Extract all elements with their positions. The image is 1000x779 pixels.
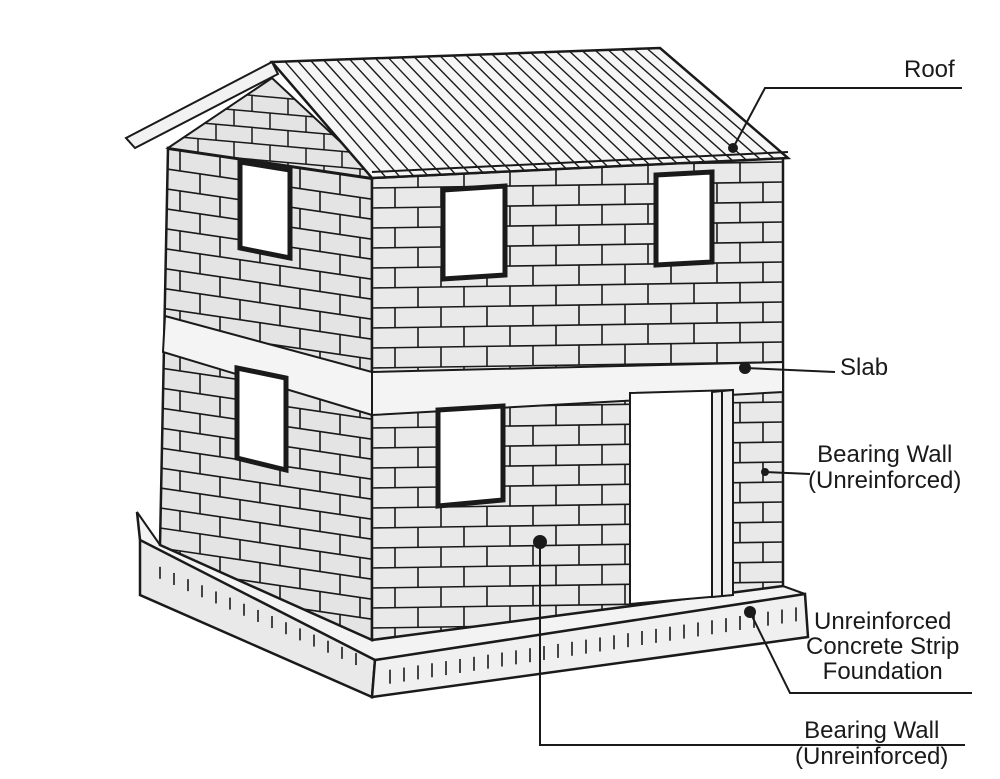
roof-rib: [362, 58, 470, 174]
roof-rib: [284, 61, 387, 178]
slab-band: [161, 314, 784, 417]
brick-course: [372, 321, 783, 329]
foundation-hatching: [159, 566, 797, 684]
roof-rib: [491, 53, 609, 168]
label-bearing-wall-bottom-line2: (Unreinforced): [795, 743, 949, 770]
roof-rib: [517, 52, 636, 166]
roof-rib: [504, 53, 623, 167]
roof-rib: [581, 50, 706, 163]
label-bearing-wall-right: Bearing Wall (Unreinforced): [808, 442, 961, 494]
roof-rib: [297, 60, 401, 178]
windows: [234, 159, 715, 509]
window-left-lower: [234, 364, 289, 474]
roof-eave-left: [124, 60, 280, 150]
brick-course: [160, 148, 372, 180]
roof-rib: [530, 52, 650, 166]
roof-rib: [478, 54, 595, 168]
leader-foundation: [749, 611, 972, 694]
brick-course: [160, 467, 372, 500]
brick-course: [160, 527, 372, 560]
dot-roof: [728, 143, 738, 153]
label-bearing-wall-right-line2: (Unreinforced): [808, 467, 962, 494]
roof-rib: [543, 51, 664, 165]
roof-rib: [349, 58, 456, 175]
brick-course: [372, 281, 783, 289]
brick-course: [160, 547, 372, 580]
roof-rib: [620, 48, 747, 161]
leader-slab: [744, 367, 836, 373]
window-front-upper-left: [440, 183, 508, 282]
label-bearing-wall-bottom-line1: Bearing Wall: [804, 717, 940, 744]
brick-course: [160, 507, 372, 540]
foundation-block: [135, 511, 810, 699]
window-front-upper-right: [653, 169, 715, 268]
label-foundation-line2: Concrete Strip: [806, 633, 960, 660]
leader-roof: [732, 87, 962, 149]
label-roof: Roof: [904, 56, 955, 83]
roof-rib: [646, 47, 775, 160]
roof-rib: [426, 55, 539, 171]
brick-course: [160, 307, 372, 340]
roof-rib: [336, 59, 442, 176]
leader-bearing-wall-bottom: [539, 542, 965, 746]
dot-bearing-wall-bottom: [533, 535, 547, 549]
roof-rib: [400, 56, 512, 172]
leader-lines: [539, 87, 972, 746]
label-slab: Slab: [840, 354, 889, 381]
label-bearing-wall-bottom: Bearing Wall (Unreinforced): [795, 718, 948, 770]
roof-rib: [439, 55, 553, 170]
roof-rib: [310, 60, 415, 177]
dot-foundation: [744, 606, 756, 618]
label-foundation-line3: Foundation: [822, 658, 943, 685]
roof-rib: [374, 57, 484, 174]
roof-rib: [452, 54, 567, 170]
roof-rib: [568, 50, 692, 164]
roof-rib: [556, 51, 678, 164]
window-front-lower: [435, 403, 506, 509]
roof-rib: [607, 49, 733, 162]
brick-course: [160, 267, 372, 300]
leader-dots: [533, 143, 769, 618]
brick-course: [160, 487, 372, 520]
dot-slab: [739, 362, 751, 374]
label-foundation: Unreinforced Concrete Strip Foundation: [806, 609, 959, 684]
door: [629, 388, 734, 606]
roof-rib: [413, 56, 526, 172]
brick-course: [160, 287, 372, 320]
roof-rib: [465, 54, 581, 169]
roof-rib: [633, 48, 761, 160]
window-left-upper: [237, 159, 293, 262]
roof-rib: [594, 49, 720, 162]
roof-rib: [323, 59, 428, 176]
roof: [124, 46, 792, 180]
brick-course: [160, 247, 372, 280]
brick-course: [168, 135, 372, 155]
leader-bearing-wall-right: [764, 471, 811, 475]
dot-bearing-wall-right: [761, 468, 769, 476]
foundation-front-face: [370, 592, 810, 699]
label-bearing-wall-right-line1: Bearing Wall: [817, 441, 953, 468]
roof-rib: [387, 57, 498, 173]
label-foundation-line1: Unreinforced: [814, 608, 952, 635]
